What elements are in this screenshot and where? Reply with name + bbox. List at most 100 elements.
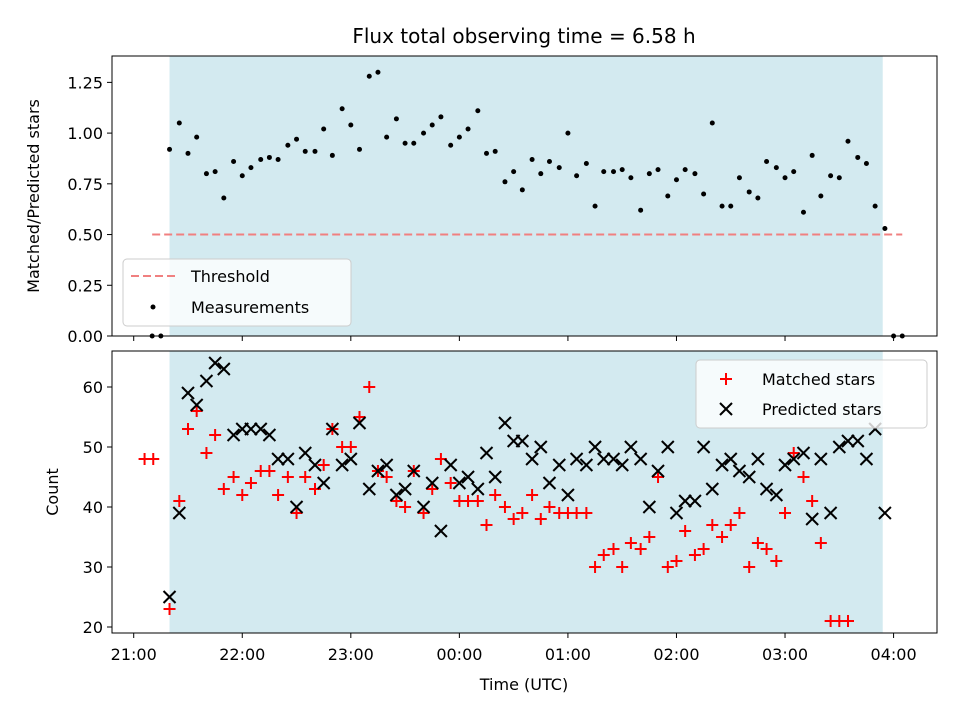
predicted-star-point <box>759 482 774 496</box>
matched-star-point <box>806 495 819 507</box>
matched-star-point <box>661 561 674 573</box>
measurement-point <box>321 126 327 132</box>
measurement-point <box>239 173 245 179</box>
measurement-point <box>601 169 607 175</box>
measurement-points <box>149 69 905 339</box>
predicted-star-point <box>742 470 756 484</box>
predicted-star-point <box>244 422 258 436</box>
predicted-star-point <box>172 506 187 520</box>
measurement-point <box>628 175 634 181</box>
matched-star-point <box>643 531 656 543</box>
predicted-star-point <box>199 374 214 388</box>
measurement-point <box>248 165 254 171</box>
predicted-star-point <box>479 446 494 460</box>
matched-star-point <box>526 489 539 501</box>
top-x-ticks <box>133 336 895 341</box>
measurement-point <box>221 195 227 201</box>
measurement-point <box>285 142 291 148</box>
predicted-star-point <box>344 452 358 466</box>
matched-star-point <box>589 561 602 573</box>
matched-star-point <box>272 489 285 501</box>
predicted-star-point <box>651 464 665 478</box>
predicted-star-point <box>452 476 467 490</box>
predicted-star-point <box>878 506 892 520</box>
measurement-point <box>673 177 679 183</box>
matched-star-point <box>317 459 330 471</box>
predicted-star-point <box>254 422 268 436</box>
predicted-star-point <box>189 398 204 412</box>
matched-star-point <box>634 543 647 555</box>
matched-star-point <box>244 477 257 489</box>
predicted-star-point <box>389 488 404 502</box>
bottom-legend: Matched stars Predicted stars <box>695 359 928 429</box>
x-tick-label: 01:00 <box>545 645 591 664</box>
measurement-point <box>185 150 191 156</box>
predicted-star-point <box>778 458 792 472</box>
matched-star-point <box>200 447 213 459</box>
measurement-point <box>167 146 173 152</box>
bottom-y-tick-label: 50 <box>83 438 103 457</box>
predicted-star-point <box>362 482 376 496</box>
measurement-point <box>231 159 237 165</box>
predicted-star-point <box>434 524 448 538</box>
measurement-point <box>212 169 218 175</box>
predicted-star-point <box>696 440 711 454</box>
measurement-point <box>863 161 869 167</box>
matched-star-point <box>363 381 376 393</box>
top-legend-box <box>122 258 352 327</box>
measurement-point <box>339 106 345 112</box>
predicted-star-point <box>407 464 421 478</box>
measurement-point <box>329 152 335 158</box>
matched-star-point <box>787 447 800 459</box>
measurement-point <box>492 148 498 154</box>
matched-star-point <box>399 501 412 513</box>
matched-stars-points <box>138 381 854 627</box>
matched-star-point <box>281 471 294 483</box>
predicted-star-point <box>308 458 322 472</box>
measurement-point <box>519 187 525 193</box>
matched-star-point <box>652 471 665 483</box>
measurement-point <box>538 171 544 177</box>
matched-star-point <box>733 507 746 519</box>
predicted-star-point <box>823 506 838 520</box>
bottom-y-tick-label: 60 <box>83 378 103 397</box>
predicted-star-point <box>398 482 412 496</box>
legend-matched-swatch <box>720 373 732 385</box>
bottom-y-axis-label: Count <box>43 468 62 516</box>
matched-star-point <box>616 561 629 573</box>
predicted-star-point <box>606 452 621 466</box>
measurement-point <box>655 167 661 173</box>
measurement-point <box>828 173 834 179</box>
matched-star-point <box>353 411 366 423</box>
predicted-star-point <box>352 416 367 430</box>
x-tick-label: 22:00 <box>219 645 265 664</box>
matched-star-point <box>534 513 547 525</box>
measurement-point <box>773 165 779 171</box>
matched-star-point <box>290 507 303 519</box>
matched-star-point <box>779 507 792 519</box>
matched-star-point <box>760 543 773 555</box>
predicted-star-point <box>597 452 611 466</box>
legend-threshold-label: Threshold <box>190 267 270 286</box>
measurement-point <box>800 209 806 215</box>
matched-star-point <box>489 489 502 501</box>
measurement-point <box>682 167 688 173</box>
measurement-point <box>855 154 861 160</box>
matched-star-point <box>444 477 457 489</box>
matched-star-point <box>670 555 683 567</box>
predicted-star-point <box>289 500 304 514</box>
matched-star-point <box>724 519 737 531</box>
top-title: Flux total observing time = 6.58 h <box>352 24 695 48</box>
predicted-star-point <box>281 452 295 466</box>
matched-star-point <box>209 429 222 441</box>
legend-matched-label: Matched stars <box>762 370 875 389</box>
matched-star-point <box>181 423 194 435</box>
measurement-point <box>619 167 625 173</box>
bottom-y-tick-label: 40 <box>83 498 103 517</box>
matched-star-point <box>480 519 493 531</box>
predicted-star-point <box>688 494 702 508</box>
matched-star-point <box>236 489 249 501</box>
predicted-star-point <box>226 428 241 442</box>
predicted-star-point <box>678 494 692 508</box>
